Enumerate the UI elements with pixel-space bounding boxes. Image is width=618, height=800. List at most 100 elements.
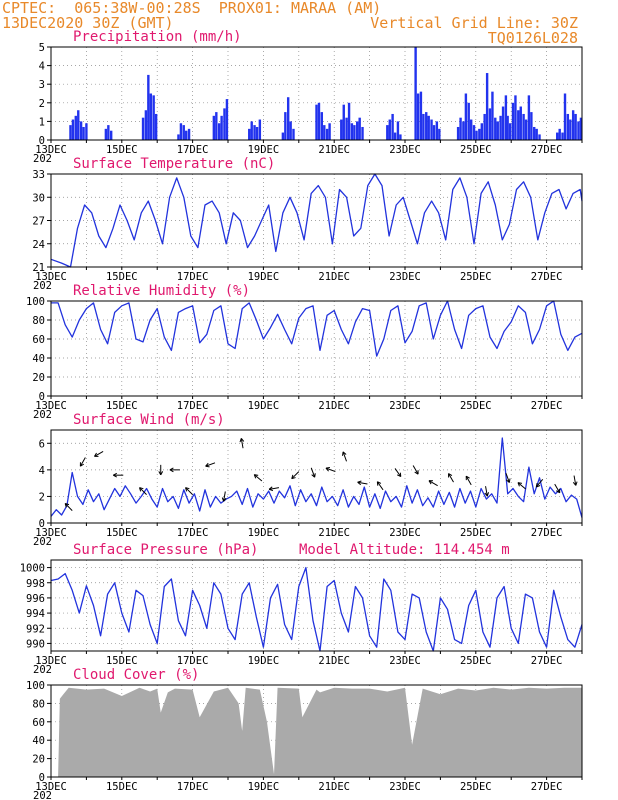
x-tick-label: 21DEC (318, 144, 350, 156)
header-run-id: TQ0126L028 (487, 29, 578, 47)
y-tick-label: 80 (32, 315, 45, 327)
precip-bar (141, 117, 145, 140)
series-line (51, 300, 583, 357)
wind-arrow-shaft (253, 474, 263, 482)
precip-bar (212, 115, 216, 140)
x-tick-label: 19DEC (248, 271, 280, 283)
precip-bar (496, 121, 499, 140)
precip-bar (284, 112, 287, 140)
precip-bar (504, 95, 508, 140)
precip-bar (530, 112, 533, 140)
precip-bar (185, 130, 188, 140)
y-tick-label: 1000 (20, 563, 45, 575)
y-tick-label: 30 (32, 192, 45, 204)
wind-arrow-head (94, 452, 99, 457)
precip-bar (353, 125, 356, 140)
y-tick-label: 2 (39, 491, 45, 503)
x-tick-label: 21DEC (318, 400, 350, 412)
precip-bar (425, 112, 428, 140)
x-year-stub: 202 (33, 409, 52, 421)
precip-bar (494, 117, 497, 140)
wind-arrow-head (535, 482, 541, 488)
x-tick-label: 17DEC (177, 527, 209, 539)
x-tick-label: 21DEC (318, 781, 350, 793)
precip-bar (467, 102, 470, 140)
wind-arrow-head (517, 482, 523, 487)
precip-bar (248, 128, 251, 140)
precip-bar (519, 106, 522, 140)
precip-bar (422, 113, 425, 140)
x-year-stub: 202 (33, 280, 52, 292)
wind-arrow-head (158, 471, 164, 476)
wind-arrow-head (253, 474, 259, 479)
wind-arrow-head (376, 481, 382, 486)
precip-bar (472, 125, 476, 140)
x-tick-label: 19DEC (248, 781, 280, 793)
header-grid-line: Vertical Grid Line: 30Z (370, 14, 578, 32)
x-tick-label: 27DEC (531, 400, 563, 412)
y-tick-label: 40 (32, 735, 45, 747)
precip-bar (361, 126, 364, 140)
precip-bar (491, 91, 494, 140)
panel-title: Surface Pressure (hPa) (73, 542, 258, 558)
x-tick-label: 25DEC (460, 144, 492, 156)
x-tick-label: 23DEC (389, 527, 421, 539)
precip-bar (109, 130, 113, 140)
wind-arrow-head (325, 467, 330, 472)
wind-arrow-head (342, 451, 347, 456)
precip-bar (107, 125, 110, 140)
x-tick-label: 17DEC (177, 781, 209, 793)
y-tick-label: 0 (39, 772, 45, 784)
wind-arrow-shaft (517, 482, 526, 490)
precip-bar (435, 121, 439, 140)
precip-bar (416, 93, 420, 140)
x-tick-label: 15DEC (106, 144, 138, 156)
wind-arrow-shaft (139, 487, 147, 496)
precip-bar (358, 117, 361, 140)
precip-bar (356, 121, 359, 140)
precip-bar (388, 119, 391, 140)
wind-arrow-shaft (394, 468, 402, 477)
x-tick-label: 19DEC (248, 144, 280, 156)
precip-bar (328, 123, 331, 140)
wind-arrow-shaft (205, 462, 216, 467)
wind-arrow-shaft (185, 487, 193, 496)
wind-arrow-head (221, 497, 227, 502)
precip-bar (462, 121, 465, 140)
y-tick-label: 2 (39, 98, 45, 110)
wind-arrow-shaft (291, 471, 300, 480)
x-tick-label: 19DEC (248, 400, 280, 412)
precip-bar (558, 128, 561, 140)
precip-bar (524, 119, 528, 140)
series-line (50, 437, 583, 518)
wind-arrow-shaft (342, 451, 347, 462)
panel-title: Relative Humidity (%) (73, 283, 250, 299)
y-tick-label: 100 (26, 296, 45, 308)
series-line (50, 173, 583, 268)
wind-arrow-head (357, 480, 362, 486)
precip-bar (220, 115, 223, 140)
x-year-stub: 202 (33, 664, 52, 676)
x-tick-label: 27DEC (531, 781, 563, 793)
panel-frame (50, 173, 583, 268)
y-tick-label: 990 (26, 638, 45, 650)
wind-arrow-shaft (465, 475, 472, 486)
precip-bar (250, 121, 253, 140)
x-tick-label: 25DEC (460, 781, 492, 793)
x-tick-label: 13DEC (35, 271, 67, 283)
wind-arrow-head (169, 467, 174, 473)
y-tick-label: 60 (32, 334, 45, 346)
precip-bar (456, 126, 460, 140)
wind-arrow-shaft (94, 450, 104, 457)
wind-arrow-shaft (448, 473, 454, 483)
precip-bar (253, 125, 256, 140)
wind-arrow-shaft (376, 481, 384, 491)
y-tick-label: 27 (32, 216, 45, 228)
y-tick-label: 21 (32, 262, 45, 274)
precip-bar (177, 134, 180, 140)
precip-bar (488, 108, 492, 140)
x-tick-label: 23DEC (389, 271, 421, 283)
precip-bar (85, 123, 88, 140)
x-tick-label: 13DEC (35, 400, 67, 412)
